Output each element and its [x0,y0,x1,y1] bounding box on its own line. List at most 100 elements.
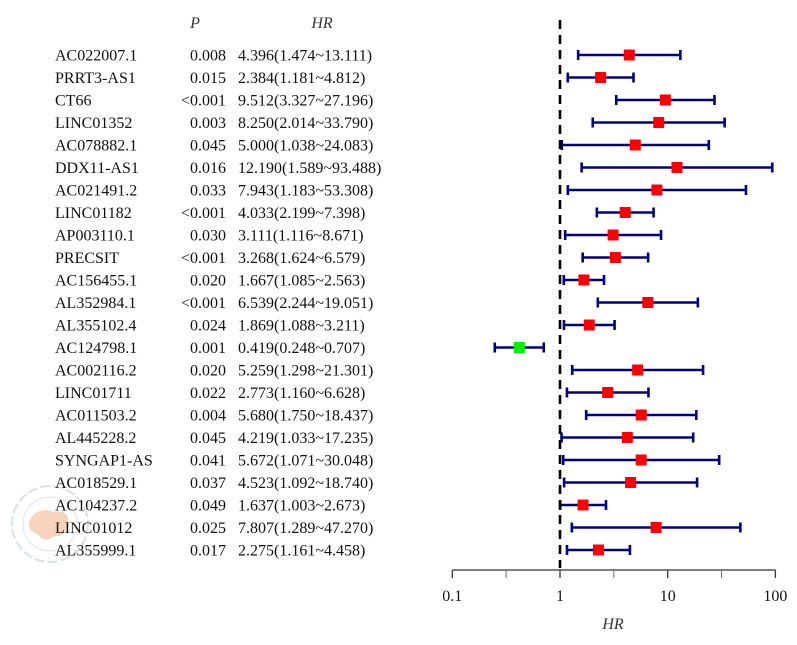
row-label: AL352984.1 [55,295,136,312]
row-hr-ci-text: 3.268(1.624~6.579) [238,250,365,267]
hr-point-marker [607,229,619,241]
hr-point-marker [621,432,633,443]
forest-row-mark [493,342,546,353]
row-label: AL445228.2 [55,430,136,447]
row-hr-ci-text: 5.680(1.750~18.437) [238,408,373,425]
row-label: AC021491.2 [55,183,137,200]
table-text-group: AC022007.1 0.008 4.396(1.474~13.111) PRRT3-… [55,48,381,560]
x-axis-title: HR [601,616,624,633]
row-label: AP003110.1 [55,228,135,245]
hr-point-marker [577,499,589,511]
row-p-value: 0.049 [190,498,226,515]
forest-row-mark [560,139,711,151]
row-label: LINC01352 [55,115,132,132]
row-hr-ci-text: 6.539(2.244~19.051) [238,295,373,312]
hr-point-marker [651,184,663,196]
forest-row-mark [561,454,721,466]
row-hr-ci-text: 4.033(2.199~7.398) [238,205,365,222]
row-hr-ci-text: 5.000(1.038~24.083) [238,138,373,155]
hr-point-marker [609,252,621,263]
row-label: AC156455.1 [55,273,137,290]
row-p-value: 0.030 [190,228,226,245]
hr-point-marker [513,342,525,353]
x-axis: 0.1 1 10 100 [442,569,787,605]
row-p-value: 0.001 [190,340,226,357]
hr-point-marker [623,49,635,61]
row-label: AC078882.1 [55,138,137,155]
hr-point-marker [653,117,665,128]
row-hr-ci-text: 1.637(1.003~2.673) [238,498,365,515]
hr-point-marker [629,139,641,151]
watermark-map-shape [28,510,69,540]
row-p-value: 0.045 [190,430,226,447]
row-hr-ci-text: 2.773(1.160~6.628) [238,385,365,402]
row-label: LINC01711 [55,385,132,402]
forest-row-mark [595,207,655,218]
forest-row-mark [558,499,608,511]
row-hr-ci-text: 5.259(1.298~21.301) [238,363,373,380]
watermark-inner-ring [22,496,78,552]
row-hr-ci-text: 1.667(1.085~2.563) [238,273,365,290]
hr-point-marker [578,274,590,286]
row-hr-ci-text: 4.523(1.092~18.740) [238,475,373,492]
x-tick-label: 100 [763,588,787,605]
row-hr-ci-text: 9.512(3.327~27.196) [238,93,373,110]
hr-point-marker [650,522,662,533]
forest-row-mark [584,409,698,421]
row-p-value: 0.045 [190,138,226,155]
forest-row-mark [580,162,774,173]
row-label: AC104237.2 [55,498,137,515]
hr-point-marker [619,207,631,218]
row-label: AC018529.1 [55,475,137,492]
row-p-value: 0.024 [190,318,226,335]
x-tick-label: 10 [660,588,676,605]
row-hr-ci-text: 7.943(1.183~53.308) [238,183,373,200]
forest-row-mark [562,274,606,286]
forest-row-mark [566,72,635,83]
forest-row-mark [560,432,695,443]
hr-point-marker [671,162,683,173]
forest-row-mark [562,319,616,331]
forest-row-mark [565,544,632,556]
row-p-value: 0.037 [190,475,226,492]
hr-point-marker [625,477,637,488]
hr-point-marker [635,454,647,466]
row-label: SYNGAP1-AS [55,453,153,470]
row-p-value: <0.001 [181,295,226,312]
row-label: AC022007.1 [55,48,137,65]
row-p-value: 0.003 [190,115,226,132]
row-hr-ci-text: 1.869(1.088~3.211) [238,318,365,335]
row-p-value: 0.004 [190,408,226,425]
ci-marks-group [493,49,774,556]
forest-row-mark [581,252,650,263]
hr-column-header: HR [310,15,333,32]
forest-row-mark [562,477,699,488]
row-p-value: 0.016 [190,160,226,177]
forest-row-mark [576,49,682,61]
row-p-value: 0.008 [190,48,226,65]
row-label: AC011503.2 [55,408,137,425]
row-hr-ci-text: 4.396(1.474~13.111) [238,48,372,65]
row-hr-ci-text: 2.384(1.181~4.812) [238,70,365,87]
row-p-value: <0.001 [181,93,226,110]
row-label: AC002116.2 [55,363,137,380]
row-hr-ci-text: 4.219(1.033~17.235) [238,430,373,447]
row-p-value: 0.041 [190,453,226,470]
row-p-value: 0.025 [190,520,226,537]
p-column-header: P [189,15,200,32]
row-hr-ci-text: 2.275(1.161~4.458) [238,543,365,560]
x-tick-label: 0.1 [442,588,462,605]
row-label: AL355999.1 [55,543,136,560]
row-label: CT66 [55,93,91,110]
row-label: LINC01182 [55,205,132,222]
hr-point-marker [635,409,647,421]
row-p-value: 0.033 [190,183,226,200]
row-label: PRECSIT [55,250,119,267]
row-p-value: <0.001 [181,205,226,222]
row-hr-ci-text: 8.250(2.014~33.790) [238,115,373,132]
forest-row-mark [596,297,700,308]
row-label: AC124798.1 [55,340,137,357]
row-hr-ci-text: 5.672(1.071~30.048) [238,453,373,470]
